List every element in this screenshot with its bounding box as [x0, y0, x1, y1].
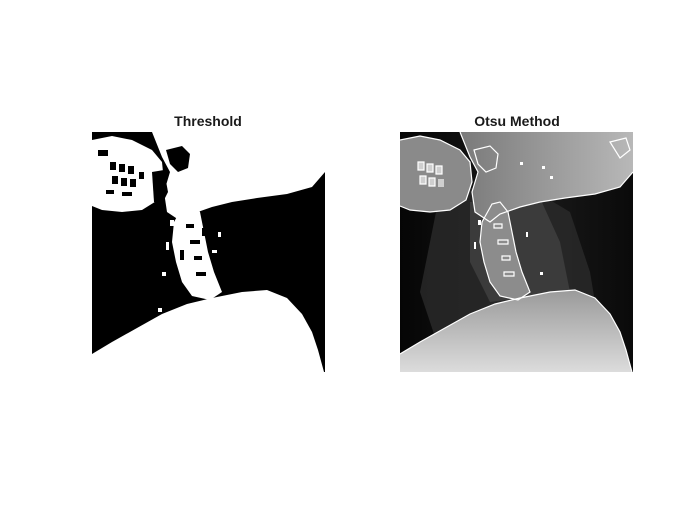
threshold-image	[92, 132, 325, 372]
otsu-method-title: Otsu Method	[474, 113, 560, 129]
threshold-title: Threshold	[174, 113, 242, 129]
otsu-method-image	[400, 132, 633, 372]
